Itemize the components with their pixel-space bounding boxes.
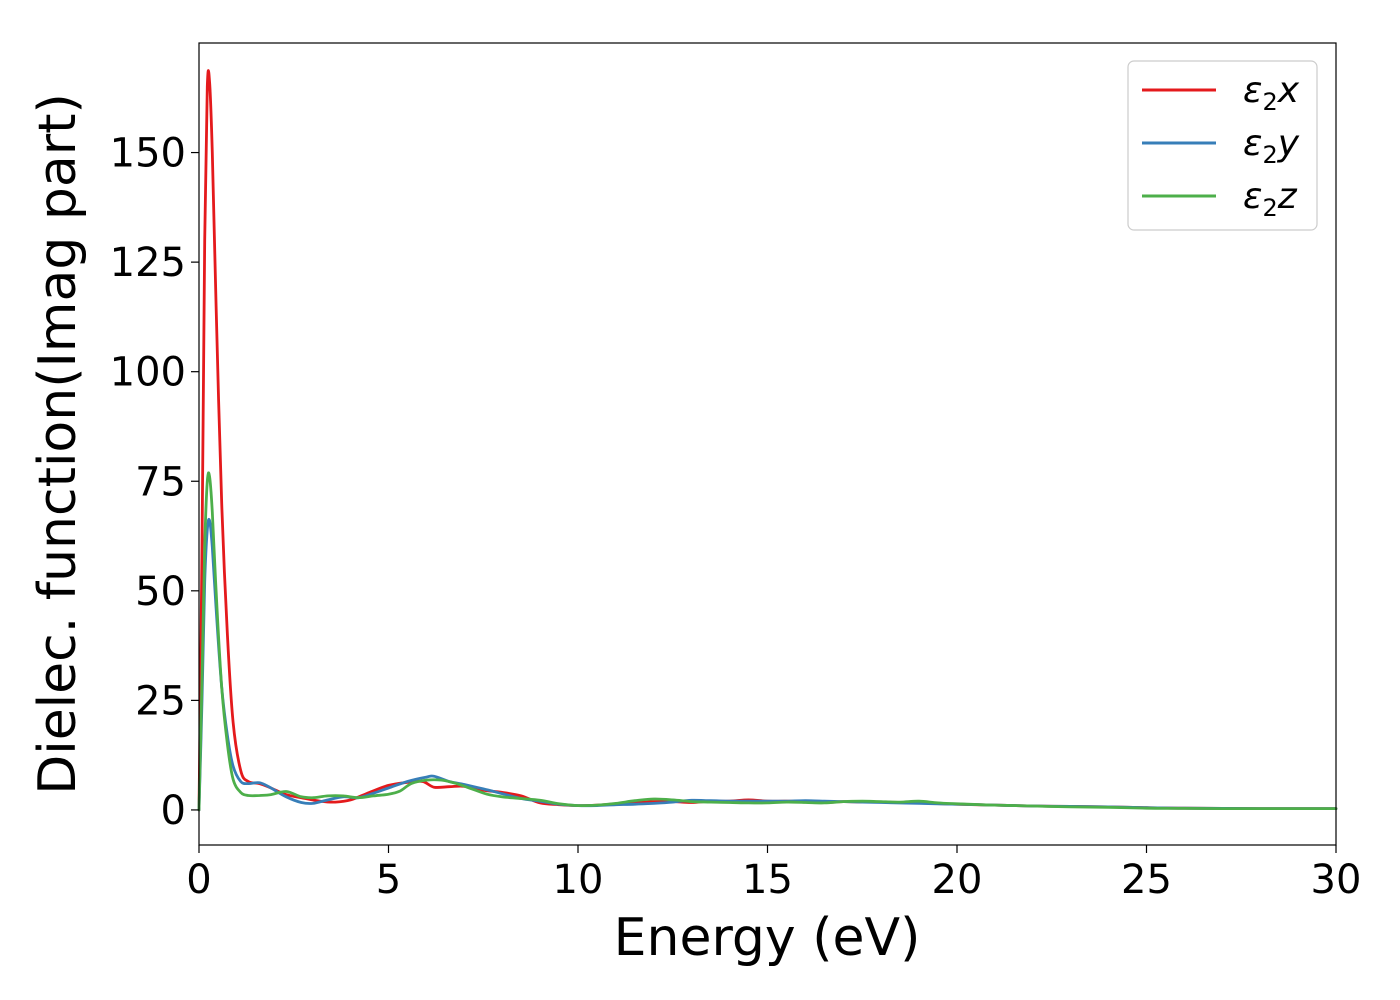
x-axis: 0 5 10 15 20 25 30 — [186, 845, 1361, 903]
legend-label-z: ε2z — [1243, 176, 1298, 222]
legend-box — [1127, 60, 1318, 231]
y-axis: 0 25 50 75 100 125 150 — [110, 131, 199, 834]
x-tick-label: 20 — [932, 857, 983, 903]
y-tick-label: 75 — [135, 459, 186, 505]
legend-label-tail: y — [1277, 123, 1300, 164]
legend-label-subscript: 2 — [1262, 141, 1277, 169]
x-tick-label: 5 — [376, 857, 401, 903]
y-tick-label: 100 — [110, 350, 186, 396]
legend-label-subscript: 2 — [1262, 88, 1277, 116]
series-line-y — [197, 518, 1338, 812]
x-tick-label: 10 — [553, 857, 604, 903]
y-tick-label: 25 — [135, 678, 186, 724]
y-tick-label: 0 — [161, 788, 186, 834]
legend-label-subscript: 2 — [1262, 194, 1277, 222]
series-lines — [197, 69, 1338, 812]
x-axis-label: Energy (eV) — [614, 908, 921, 968]
y-axis-label: Dielec. function(Imag part) — [28, 93, 88, 795]
series-line-z — [197, 471, 1338, 812]
x-tick-label: 30 — [1311, 857, 1362, 903]
legend-label-y: ε2y — [1243, 123, 1300, 169]
x-tick-label: 15 — [742, 857, 793, 903]
legend-label-main: ε — [1243, 176, 1262, 217]
y-tick-label: 150 — [110, 131, 186, 177]
legend-label-main: ε — [1243, 70, 1262, 111]
y-tick-label: 50 — [135, 569, 186, 615]
legend-label-tail: x — [1277, 70, 1300, 111]
y-tick-label: 125 — [110, 240, 186, 286]
x-tick-label: 25 — [1121, 857, 1172, 903]
x-tick-label: 0 — [186, 857, 211, 903]
legend-label-x: ε2x — [1243, 70, 1300, 116]
legend-label-main: ε — [1243, 123, 1262, 164]
legend-label-tail: z — [1277, 176, 1298, 217]
